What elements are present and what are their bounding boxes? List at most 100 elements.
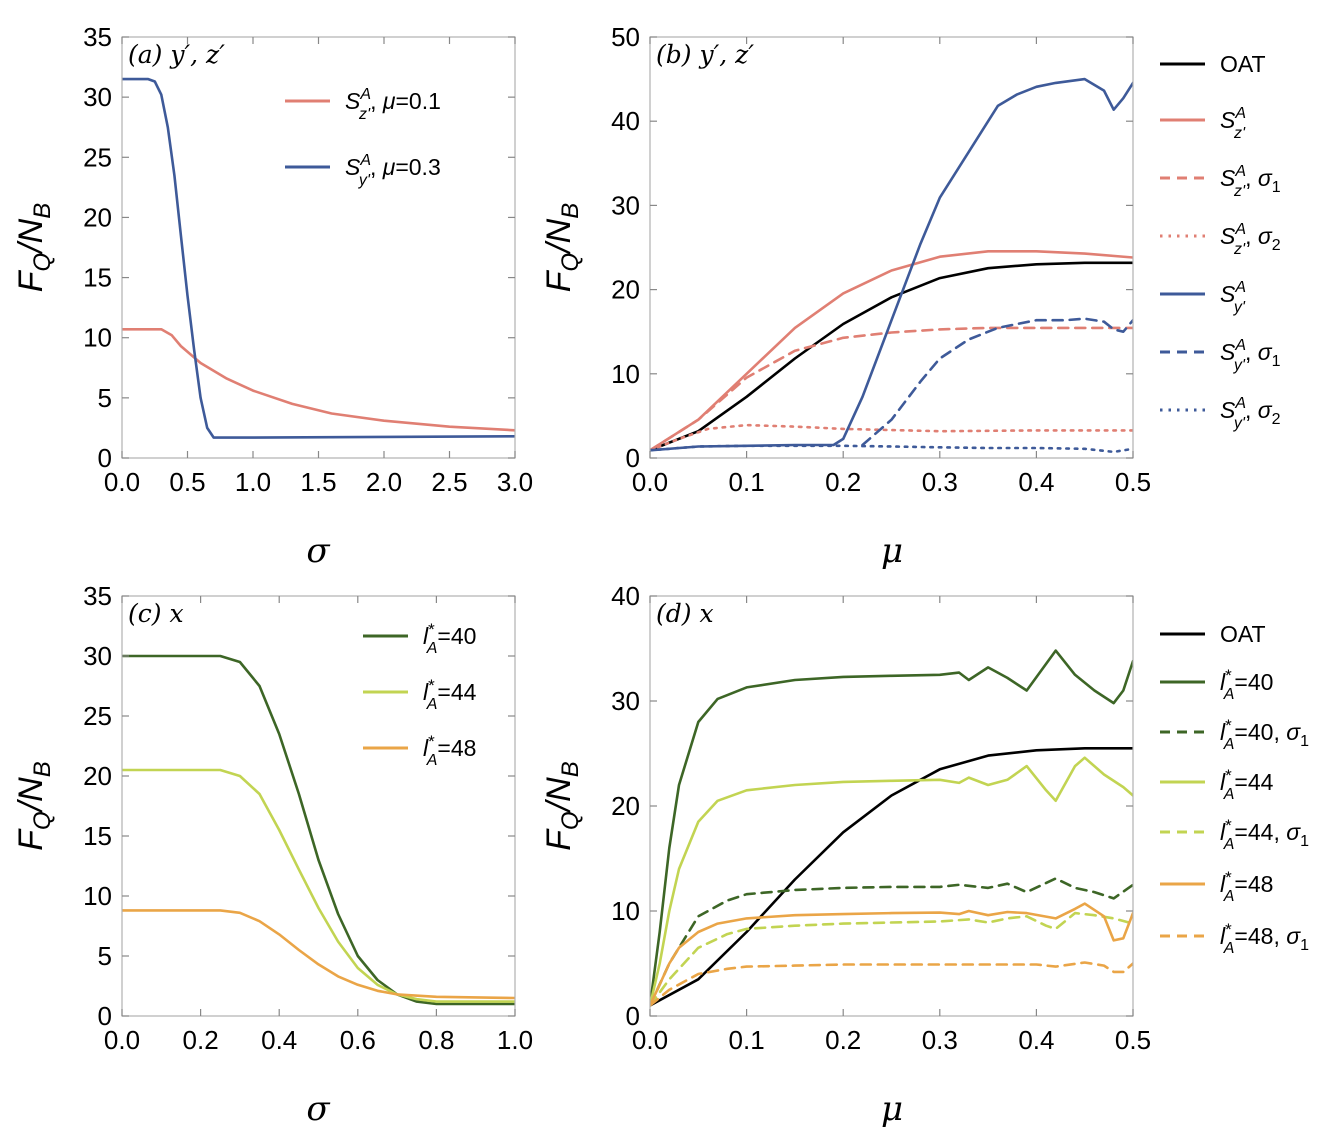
- y-tick-label-c-6: 30: [83, 641, 112, 671]
- x-tick-label-d-0: 0.0: [632, 1025, 668, 1055]
- y-axis-label-a: FQ/NB: [12, 203, 56, 292]
- y-tick-label-c-4: 20: [83, 761, 112, 791]
- series-line-d-2: [650, 877, 1133, 1007]
- series-line-d-6: [650, 961, 1133, 1007]
- x-tick-label-a-6: 3.0: [497, 467, 533, 497]
- series-line-a-1: [122, 77, 515, 439]
- series-line-d-0: [650, 746, 1133, 1007]
- y-tick-label-a-2: 10: [83, 323, 112, 353]
- x-axis-label-d: μ: [881, 1089, 903, 1128]
- x-tick-label-c-3: 0.6: [340, 1025, 376, 1055]
- legend-label-d-3: l* A=44: [1220, 766, 1274, 803]
- y-tick-label-a-5: 25: [83, 142, 112, 172]
- y-tick-label-b-1: 10: [611, 359, 640, 389]
- y-axis-label-c: FQ/NB: [12, 761, 56, 850]
- y-tick-label-a-6: 30: [83, 82, 112, 112]
- legend-label-c-1: l* A=44: [423, 676, 477, 713]
- plot-frame-c: [121, 595, 516, 1017]
- y-tick-label-a-0: 0: [98, 443, 112, 473]
- x-tick-label-a-5: 2.5: [431, 467, 467, 497]
- y-tick-label-c-3: 15: [83, 821, 112, 851]
- series-line-b-1: [650, 250, 1133, 452]
- legend-label-b-2: SA z', σ1: [1220, 163, 1281, 200]
- legend-label-d-2: l* A=40, σ1: [1220, 716, 1309, 753]
- legend-label-d-1: l* A=40: [1220, 666, 1273, 703]
- x-tick-label-a-1: 0.5: [169, 467, 205, 497]
- legend-label-d-6: l* A=48, σ1: [1220, 920, 1309, 957]
- x-tick-label-a-2: 1.0: [235, 467, 271, 497]
- y-tick-label-c-2: 10: [83, 881, 112, 911]
- panel-annotation-a: (a) y′, z′: [128, 40, 225, 69]
- y-tick-label-d-2: 20: [611, 791, 640, 821]
- x-tick-label-d-3: 0.3: [922, 1025, 958, 1055]
- x-tick-label-d-5: 0.5: [1115, 1025, 1151, 1055]
- series-line-d-1: [650, 649, 1133, 1007]
- chart-c: 0.0 0.2 0.4 0.6 0.8 1.0 0 5 10 15 20 25 30 35 σ FQ/NB (c…: [12, 581, 533, 1128]
- series-line-b-0: [650, 261, 1133, 452]
- legend-label-c-0: l* A=40: [423, 620, 476, 657]
- x-tick-label-a-4: 2.0: [366, 467, 402, 497]
- plot-frame-b: [649, 36, 1134, 459]
- chart-d: 0.0 0.1 0.2 0.3 0.4 0.5 0 10 20 30 40 μ FQ/NB (d) x OA…: [540, 581, 1309, 1128]
- x-tick-label-b-1: 0.1: [729, 467, 765, 497]
- x-tick-label-c-0: 0.0: [104, 1025, 140, 1055]
- legend-label-b-4: SA y': [1220, 279, 1246, 316]
- y-tick-label-c-1: 5: [98, 941, 112, 971]
- x-axis-label-c: σ: [306, 1089, 330, 1128]
- x-tick-label-a-3: 1.5: [300, 467, 336, 497]
- y-axis-label-d: FQ/NB: [540, 761, 584, 850]
- legend-label-b-5: SA y', σ1: [1220, 337, 1281, 374]
- legend-label-c-2: l* A=48: [423, 732, 476, 769]
- y-tick-label-c-5: 25: [83, 701, 112, 731]
- y-tick-label-a-4: 20: [83, 202, 112, 232]
- series-line-d-5: [650, 902, 1133, 1007]
- y-tick-label-d-4: 40: [611, 581, 640, 611]
- y-tick-label-d-1: 10: [611, 896, 640, 926]
- x-tick-label-c-1: 0.2: [183, 1025, 219, 1055]
- chart-b: 0.0 0.1 0.2 0.3 0.4 0.5 0 10 20 30 40 50 μ FQ/NB (b) y…: [540, 22, 1281, 571]
- legend-label-b-3: SA z', σ2: [1220, 221, 1281, 258]
- series-line-c-2: [122, 909, 515, 1000]
- series-line-c-1: [122, 768, 515, 1003]
- series-line-b-3: [650, 423, 1133, 452]
- legend-label-b-0: OAT: [1220, 51, 1266, 77]
- y-axis-label-b: FQ/NB: [540, 203, 584, 292]
- plot-frame-d: [649, 595, 1134, 1017]
- x-tick-label-c-5: 1.0: [497, 1025, 533, 1055]
- x-tick-label-b-3: 0.3: [922, 467, 958, 497]
- legend-label-a-0: SA z', μ=0.1: [345, 86, 441, 123]
- legend-label-d-4: l* A=44, σ1: [1220, 816, 1309, 853]
- x-axis-label-a: σ: [306, 531, 330, 571]
- x-tick-label-d-4: 0.4: [1018, 1025, 1054, 1055]
- legend-label-b-6: SA y', σ2: [1220, 395, 1281, 432]
- panel-annotation-b: (b) y′, z′: [656, 40, 754, 69]
- legend-label-b-1: SA z': [1220, 105, 1246, 142]
- y-tick-label-a-7: 35: [83, 22, 112, 52]
- x-tick-label-b-0: 0.0: [632, 467, 668, 497]
- series-line-a-0: [122, 327, 515, 432]
- x-tick-label-d-2: 0.2: [825, 1025, 861, 1055]
- y-tick-label-a-3: 15: [83, 263, 112, 293]
- y-tick-label-d-3: 30: [611, 686, 640, 716]
- y-tick-label-b-2: 20: [611, 275, 640, 305]
- series-line-d-3: [650, 756, 1133, 1007]
- y-tick-label-b-3: 30: [611, 190, 640, 220]
- series-line-b-6: [650, 444, 1133, 454]
- x-tick-label-b-2: 0.2: [825, 467, 861, 497]
- series-line-d-4: [650, 911, 1133, 1007]
- legend-label-d-5: l* A=48: [1220, 868, 1273, 905]
- series-line-b-4: [650, 77, 1133, 452]
- x-tick-label-a-0: 0.0: [104, 467, 140, 497]
- series-line-b-2: [650, 326, 1133, 452]
- y-tick-label-a-1: 5: [98, 383, 112, 413]
- x-tick-label-c-4: 0.8: [418, 1025, 454, 1055]
- panel-annotation-c: (c) x: [128, 599, 184, 628]
- series-line-b-5: [861, 317, 1133, 447]
- x-tick-label-c-2: 0.4: [261, 1025, 297, 1055]
- x-tick-label-d-1: 0.1: [729, 1025, 765, 1055]
- legend-label-d-0: OAT: [1220, 621, 1266, 647]
- x-tick-label-b-4: 0.4: [1018, 467, 1054, 497]
- x-axis-label-b: μ: [881, 531, 903, 571]
- y-tick-label-d-0: 0: [626, 1001, 640, 1031]
